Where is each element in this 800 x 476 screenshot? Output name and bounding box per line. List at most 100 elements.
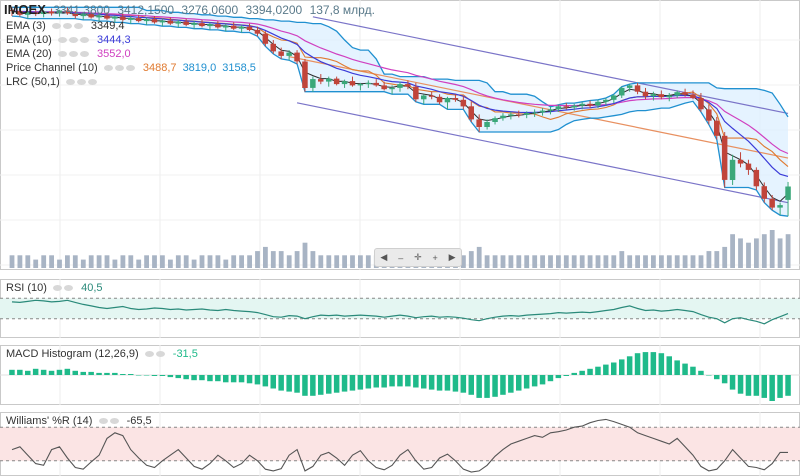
visibility-eye-icon[interactable] [65,75,99,89]
visibility-eye-icon[interactable] [57,33,91,47]
candle-body [658,94,665,98]
candle [682,88,688,97]
macd-bar [777,375,783,398]
volume-bar [41,255,47,268]
low-value: 3276,0600 [181,3,239,17]
macd-bar [611,362,617,375]
visibility-eye-icon[interactable] [57,47,91,61]
macd-bar [595,366,601,375]
candle-body [555,106,562,110]
candle [191,21,197,29]
candle [230,22,237,30]
candle-body [444,98,451,103]
volume-bar [247,255,252,268]
rsi-legend[interactable]: RSI (10) 40,5 [6,281,103,295]
scroll-left-icon[interactable]: ◀ [380,252,388,262]
overlay-ema20[interactable]: EMA (20) 3552,0 [6,47,131,61]
candle-body [56,10,63,14]
candle [476,114,482,133]
candle-body [286,52,292,56]
candle-body [207,24,213,27]
candle-body [120,16,126,20]
candle [135,14,142,23]
overlay-ema10[interactable]: EMA (10) 3444,3 [6,33,131,47]
macd-bar [500,375,506,395]
volume-bar [524,255,530,268]
macd-bar [88,371,94,375]
candle [286,50,292,61]
candle-body [349,81,356,86]
overlay-lrc[interactable]: LRC (50,1) [6,75,99,89]
candle [215,21,221,29]
macd-legend[interactable]: MACD Histogram (12,26,9) -31,5 [6,347,198,361]
visibility-eye-icon[interactable] [51,19,85,33]
lrc-upper-line [312,16,789,115]
macd-bar [333,375,340,393]
williams-legend[interactable]: Williams' %R (14) -65,5 [6,414,152,428]
candle-body [516,114,522,116]
macd-bar [753,375,760,396]
zoom-reset-icon[interactable]: ✛ [414,252,422,262]
volume-bar [104,255,110,268]
candle-body [650,94,657,97]
rsi-band [0,298,800,319]
close-value: 3394,0200 [245,3,303,17]
volume-bar [611,255,617,268]
macd-bar [17,369,23,375]
volume-bar [548,255,553,268]
visibility-eye-icon[interactable] [53,281,75,295]
candle [223,23,229,32]
volume-bar [334,255,340,268]
candle-body [151,19,158,23]
panel-value: -31,5 [172,348,198,360]
candle-body [484,122,490,127]
overlay-ema3[interactable]: EMA (3) 3349,4 [6,19,125,33]
volume-bar [17,255,23,268]
volume-bar [25,255,31,268]
macd-bar [523,375,530,389]
candle [104,12,110,20]
candle [468,101,474,122]
visibility-eye-icon[interactable] [103,61,137,75]
volume-bar [33,259,39,268]
candle-body [436,96,443,103]
candle-body [428,95,435,97]
macd-bar [381,375,387,388]
macd-bar [230,375,237,383]
macd-bar [254,375,261,385]
candle [714,116,720,140]
candle-body [191,23,197,25]
candle [626,84,633,92]
overlay-price-channel[interactable]: Price Channel (10) 3488,7 3819,0 3158,5 [6,61,256,75]
candle [595,99,601,109]
candle-body [634,85,641,92]
visibility-eye-icon[interactable] [144,347,167,361]
volume-bar [500,255,506,268]
visibility-eye-icon[interactable] [98,414,121,428]
rsi-line [11,299,789,325]
macd-bar [729,375,736,390]
macd-bar [642,352,649,375]
candle [159,18,166,27]
zoom-out-icon[interactable]: – [398,252,404,263]
candle-body [357,84,364,86]
candle-body [611,95,617,100]
macd-bar [302,375,308,396]
zoom-in-icon[interactable]: + [432,252,438,263]
macd-bar [357,375,364,390]
volume-bar [286,255,292,268]
scroll-right-icon[interactable]: ▶ [448,252,456,262]
candle-body [476,119,482,127]
macd-bar [159,375,166,376]
candle-body [753,169,760,187]
candle [365,80,372,88]
volume-bar [785,234,791,268]
macd-bar [246,375,253,384]
overlay-value-lower: 3158,5 [222,62,256,74]
candle [310,76,316,92]
macd-bar [721,375,728,384]
candle [143,17,150,25]
macd-bar [460,375,467,393]
candle-body [714,120,720,136]
